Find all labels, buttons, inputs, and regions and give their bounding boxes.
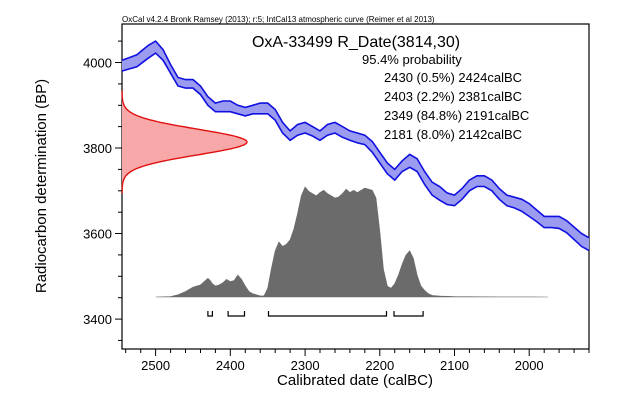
posterior-distribution-layer	[155, 186, 548, 298]
radiocarbon-distribution-fill	[122, 90, 247, 194]
x-axis: 2500 2400 2300 2200 2100 2000	[125, 349, 590, 373]
range-bar-3	[267, 311, 388, 317]
calibration-curve-layer	[121, 40, 590, 252]
y-tick-label: 3600	[83, 227, 112, 242]
posterior-distribution-area	[155, 186, 548, 298]
y-axis: 3400 3600 3800 4000	[83, 40, 122, 341]
x-tick-label: 2400	[216, 358, 245, 373]
x-tick-label: 2000	[515, 358, 544, 373]
y-tick-label: 3400	[83, 312, 112, 327]
x-tick-label: 2500	[141, 358, 170, 373]
y-axis-label: Radiocarbon determination (BP)	[33, 79, 50, 293]
probability-range-3: 2349 (84.8%) 2191calBC	[384, 108, 529, 123]
x-tick-label: 2200	[365, 358, 394, 373]
calibration-curve-upper-line	[121, 40, 590, 239]
radiocarbon-distribution-line	[121, 90, 248, 194]
probability-range-4: 2181 (8.0%) 2142calBC	[384, 127, 522, 142]
range-bar-1	[207, 311, 213, 317]
range-bars-layer	[207, 311, 424, 317]
x-tick-label: 2300	[291, 358, 320, 373]
range-bar-2	[227, 311, 246, 317]
radiocarbon-distribution-layer	[121, 90, 248, 194]
calibration-curve-lower-line	[121, 52, 590, 252]
y-tick-label: 4000	[83, 56, 112, 71]
probability-heading: 95.4% probability	[362, 52, 462, 67]
chart-title: OxA-33499 R_Date(3814,30)	[252, 34, 460, 51]
x-tick-label: 2100	[440, 358, 469, 373]
probability-ranges-list: 2430 (0.5%) 2424calBC 2403 (2.2%) 2381cal…	[384, 70, 529, 142]
range-bar-4	[393, 311, 424, 317]
y-tick-label: 3800	[83, 141, 112, 156]
x-axis-label: Calibrated date (calBC)	[277, 372, 433, 389]
chart-credit: OxCal v4.2.4 Bronk Ramsey (2013); r:5; I…	[122, 15, 435, 24]
probability-range-2: 2403 (2.2%) 2381calBC	[384, 89, 522, 104]
probability-range-1: 2430 (0.5%) 2424calBC	[384, 70, 522, 85]
